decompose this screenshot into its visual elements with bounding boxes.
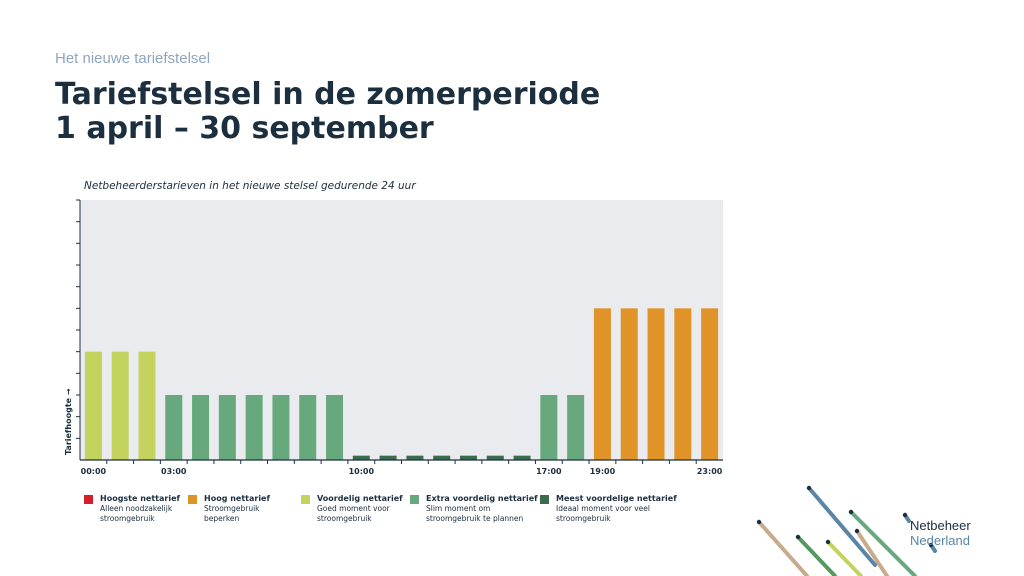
bar-0700 [272, 395, 290, 460]
x-tick-label: 17:00 [536, 467, 562, 476]
bar-0200 [138, 351, 156, 460]
legend-swatch-extra [410, 495, 419, 504]
bar-1200 [406, 455, 424, 460]
x-tick-label: 23:00 [697, 467, 723, 476]
bar-0400 [192, 395, 210, 460]
logo-stripe-dot [795, 534, 801, 540]
netbeheer-logo: Netbeheer Nederland [910, 518, 971, 548]
legend-item-voordelig: Voordelig nettarief Goed moment voor str… [301, 493, 436, 524]
legend-desc: stroomgebruik te plannen [426, 514, 524, 523]
logo-stripe [757, 520, 809, 576]
page-title-line-1: Tariefstelsel in de zomerperiode [55, 77, 601, 112]
legend-title: Hoogste nettarief [100, 494, 180, 503]
bar-1500 [486, 455, 504, 460]
legend-item-extra: Extra voordelig nettarief Slim moment om… [410, 493, 550, 524]
bar-0000 [84, 351, 102, 460]
logo-stripe [849, 510, 917, 576]
bar-1000 [352, 455, 370, 460]
y-axis [76, 199, 81, 460]
legend: Hoogste nettarief Alleen noodzakelijk st… [84, 493, 724, 533]
logo-stripe-dot [756, 519, 762, 525]
legend-desc: beperken [204, 514, 240, 523]
logo-stripes [756, 485, 937, 576]
logo-stripe [826, 540, 863, 576]
logo-stripe [855, 529, 889, 576]
legend-desc: Alleen noodzakelijk [100, 504, 173, 513]
eyebrow-label: Het nieuwe tariefstelsel [55, 50, 211, 67]
page-title: Tariefstelsel in de zomerperiode 1 april… [55, 78, 600, 146]
y-axis-label: Tariefhoogte → [64, 388, 73, 455]
bar-2300 [701, 308, 719, 460]
bar-2100 [647, 308, 665, 460]
page-title-line-2: 1 april – 30 september [55, 111, 434, 146]
bar-1100 [379, 455, 397, 460]
logo-stripe [807, 486, 877, 567]
logo-stripe-dot [854, 528, 860, 534]
bar-1800 [567, 395, 585, 460]
bar-0500 [218, 395, 236, 460]
logo-stripe-dot [825, 539, 831, 545]
x-tick-label: 19:00 [590, 467, 616, 476]
legend-desc: Goed moment voor [317, 504, 390, 513]
legend-item-hoogste: Hoogste nettarief Alleen noodzakelijk st… [84, 493, 219, 524]
logo-text-line-1: Netbeheer [910, 518, 971, 533]
logo-stripe-dot [902, 512, 908, 518]
bar-2200 [674, 308, 692, 460]
bar-1400 [459, 455, 477, 460]
legend-desc: Ideaal moment voor veel [556, 504, 650, 513]
logo-stripe-dot [848, 509, 854, 515]
logo-stripe [796, 535, 837, 576]
logo-stripe-dot [806, 485, 812, 491]
bar-0900 [326, 395, 344, 460]
bar-1300 [433, 455, 451, 460]
bar-0600 [245, 395, 263, 460]
legend-desc: stroomgebruik [317, 514, 372, 523]
legend-swatch-voordelig [301, 495, 310, 504]
plot-background [80, 200, 723, 460]
legend-desc: stroomgebruik [100, 514, 155, 523]
x-tick-label: 10:00 [349, 467, 375, 476]
bar-0800 [299, 395, 317, 460]
legend-title: Hoog nettarief [204, 494, 270, 503]
logo-text-line-2: Nederland [910, 533, 970, 548]
chart-subtitle: Netbeheerderstarieven in het nieuwe stel… [84, 180, 416, 192]
legend-title: Extra voordelig nettarief [426, 494, 538, 503]
bar-1600 [513, 455, 531, 460]
legend-desc: Slim moment om [426, 504, 491, 513]
bar-0300 [165, 395, 183, 460]
x-axis: 00:00 03:00 10:00 17:00 19:00 23:00 [80, 459, 723, 476]
legend-desc: Stroomgebruik [204, 504, 260, 513]
bar-1700 [540, 395, 558, 460]
legend-title: Meest voordelige nettarief [556, 494, 677, 503]
x-tick-label: 00:00 [81, 467, 107, 476]
legend-item-meest: Meest voordelige nettarief Ideaal moment… [540, 493, 700, 524]
x-tick-label: 03:00 [161, 467, 187, 476]
logo-stripe-dot [928, 542, 934, 548]
bar-series [84, 308, 719, 460]
legend-swatch-meest [540, 495, 549, 504]
legend-swatch-hoog [188, 495, 197, 504]
legend-title: Voordelig nettarief [317, 494, 403, 503]
bar-2000 [620, 308, 638, 460]
bar-1900 [593, 308, 611, 460]
legend-swatch-hoogste [84, 495, 93, 504]
legend-desc: stroomgebruik [556, 514, 611, 523]
bar-0100 [111, 351, 129, 460]
legend-item-hoog: Hoog nettarief Stroomgebruik beperken [188, 493, 323, 524]
